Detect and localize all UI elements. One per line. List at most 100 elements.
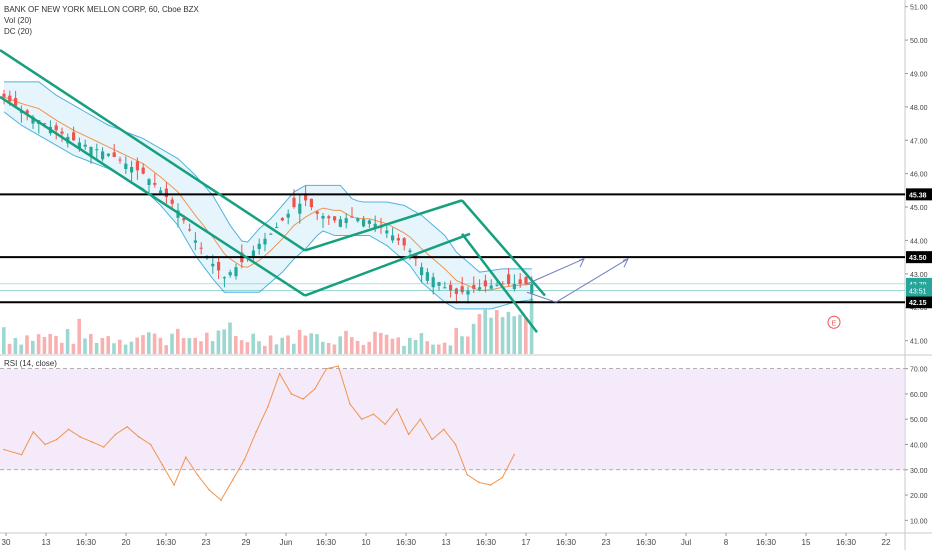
level-tag-bg — [906, 251, 932, 264]
volume-bar — [477, 314, 482, 354]
candle-body — [199, 247, 203, 249]
candle-body — [362, 219, 366, 227]
time-tick-label: 16:30 — [756, 538, 777, 547]
rsi-tick-label: 10.00 — [910, 518, 928, 525]
volume-bar — [228, 322, 232, 354]
time-tick-label: 23 — [602, 538, 611, 547]
projection-arrow-1 — [526, 258, 585, 285]
volume-bar — [350, 337, 354, 354]
candle-body — [478, 287, 482, 290]
time-tick-label: 13 — [42, 538, 51, 547]
rsi-tick-label: 50.00 — [910, 417, 928, 424]
price-tick-label: 42.00 — [910, 305, 928, 312]
legend: BANK OF NEW YORK MELLON CORP, 60, Cboe B… — [4, 4, 199, 37]
volume-bar — [112, 343, 116, 354]
time-tick-label: 17 — [522, 538, 531, 547]
candle-body — [367, 220, 371, 224]
volume-bar — [379, 333, 383, 354]
volume-bar — [176, 328, 180, 354]
volume-bar — [303, 335, 308, 354]
earnings-label: E — [832, 320, 837, 327]
candle-body — [396, 238, 400, 241]
candle-body — [460, 286, 464, 293]
candle-body — [391, 235, 395, 241]
candle-body — [350, 216, 354, 218]
donchian-upper — [4, 81, 532, 273]
volume-bar — [413, 339, 418, 354]
candle-body — [147, 179, 151, 186]
candle-body — [222, 277, 226, 279]
volume-bar — [518, 314, 522, 354]
volume-bar — [332, 344, 337, 354]
time-tick-label: 16:30 — [476, 538, 497, 547]
candle-body — [8, 95, 12, 102]
trend-channel-upper — [0, 49, 306, 252]
volume-bar — [158, 337, 163, 354]
volume-bar — [292, 343, 296, 354]
time-tick-label: Jul — [681, 538, 691, 547]
volume-bar — [460, 336, 464, 354]
candle-body — [495, 284, 499, 286]
price-tick-label: 46.00 — [910, 172, 928, 179]
time-tick-label: 8 — [724, 538, 729, 547]
rsi-band — [0, 368, 905, 470]
volume-bar — [408, 337, 412, 354]
falling-channel-upper — [461, 199, 546, 297]
candle-body — [298, 203, 302, 214]
candle-body — [454, 288, 458, 294]
legend-vol: Vol (20) — [4, 16, 32, 25]
volume-bar — [355, 340, 360, 354]
candle-body — [420, 267, 424, 276]
volume-bar — [263, 345, 267, 354]
volume-bar — [315, 334, 319, 354]
volume-bar — [373, 331, 377, 354]
volume-bar — [42, 337, 47, 354]
volume-bar — [19, 344, 23, 354]
earnings-marker — [827, 315, 841, 329]
candle-body — [333, 216, 337, 221]
projection-arrow-2 — [526, 258, 629, 303]
volume-bar — [31, 340, 35, 354]
candle-body — [327, 216, 331, 219]
volume-bar — [193, 337, 197, 354]
candle-body — [14, 98, 18, 106]
volume-bar — [222, 329, 226, 354]
volume-bar — [234, 336, 238, 354]
candle-body — [72, 132, 76, 141]
price-tick-label: 47.00 — [910, 138, 928, 145]
candle-body — [170, 199, 174, 204]
candle-body — [466, 290, 470, 295]
volume-bar — [210, 341, 215, 354]
candle-body — [228, 272, 232, 276]
candle-body — [338, 219, 342, 227]
candle-body — [83, 144, 87, 147]
volume-bar — [402, 345, 406, 354]
time-tick-label: 30 — [2, 538, 11, 547]
volume-bar — [442, 342, 447, 354]
volume-bar — [280, 337, 284, 354]
volume-bar — [2, 327, 6, 354]
candle-body — [449, 284, 453, 291]
volume-bar — [448, 345, 453, 354]
rsi-tick-label: 40.00 — [910, 443, 928, 450]
price-tick-label: 50.00 — [910, 38, 928, 45]
candle-body — [112, 152, 116, 157]
volume-bar — [390, 338, 395, 354]
volume-bar — [164, 345, 168, 354]
projection-arrowhead-2 — [622, 257, 629, 268]
volume-bar — [297, 329, 302, 354]
candle-body — [164, 188, 168, 198]
volume-bar — [181, 338, 186, 354]
candle-body — [77, 142, 81, 150]
candle-body — [217, 262, 221, 271]
rsi-line — [3, 365, 515, 501]
candle-body — [292, 197, 296, 208]
level-tag-label: 42.15 — [909, 300, 927, 307]
volume-bar — [361, 344, 366, 354]
volume-bar — [118, 339, 122, 354]
volume-bar — [54, 335, 58, 354]
volume-bar — [60, 342, 64, 354]
candle-body — [275, 227, 279, 229]
volume-bar — [245, 342, 250, 354]
